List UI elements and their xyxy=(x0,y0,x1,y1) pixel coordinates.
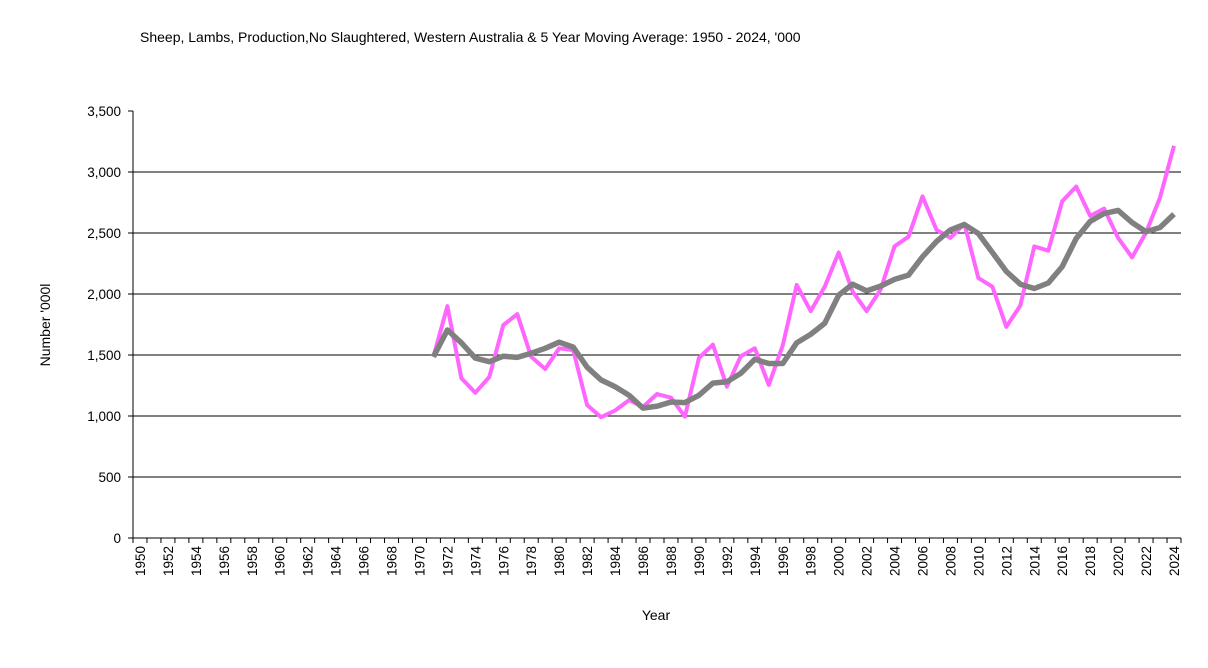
x-tick-label: 2018 xyxy=(1083,546,1098,576)
x-tick-label: 1992 xyxy=(720,546,735,576)
gridlines xyxy=(133,171,1181,478)
x-tick-label: 1994 xyxy=(748,546,763,577)
y-tick-labels: 0 500 1,000 1,500 2,000 2,500 3,000 3,500 xyxy=(87,104,121,546)
x-tick-label: 1996 xyxy=(776,546,791,576)
x-tick-label: 1958 xyxy=(245,546,260,576)
x-tick-label: 2020 xyxy=(1111,546,1126,576)
x-tick-label: 1976 xyxy=(496,546,511,576)
x-tick-label: 1962 xyxy=(301,546,316,576)
x-tick-label: 2004 xyxy=(888,546,903,577)
x-tick-label: 2016 xyxy=(1055,546,1070,576)
x-tick-label: 2000 xyxy=(832,546,847,576)
x-tick-label: 1956 xyxy=(217,546,232,576)
x-tick-label: 1998 xyxy=(804,546,819,576)
x-tick-label: 1960 xyxy=(273,546,288,576)
y-tick-label: 3,000 xyxy=(87,165,121,180)
series-line-moving-average xyxy=(430,207,1176,411)
x-tick-label: 1984 xyxy=(608,546,623,577)
x-tick-label: 1950 xyxy=(133,546,148,576)
x-tick-label: 1964 xyxy=(329,546,344,577)
x-tick-label: 2024 xyxy=(1167,546,1182,577)
x-tick-label: 2002 xyxy=(860,546,875,576)
y-tick-label: 2,500 xyxy=(87,226,121,241)
x-tick-label: 1954 xyxy=(189,546,204,577)
chart-title: Sheep, Lambs, Production,No Slaughtered,… xyxy=(140,29,801,45)
x-tick-label: 1980 xyxy=(552,546,567,576)
x-axis-title: Year xyxy=(642,607,671,623)
x-tick-label: 2008 xyxy=(943,546,958,576)
x-tick-label: 2012 xyxy=(999,546,1014,576)
x-tick-label: 1970 xyxy=(412,546,427,576)
x-tick-label: 1986 xyxy=(636,546,651,576)
x-tick-label: 2010 xyxy=(971,546,986,576)
x-tick-labels: 1950 1952 1954 1956 1958 1960 1962 1964 1966 1968… xyxy=(133,546,1182,577)
x-tick-label: 1988 xyxy=(664,546,679,576)
x-tick-label: 1968 xyxy=(385,546,400,576)
x-tick-label: 1972 xyxy=(440,546,455,576)
y-tick-label: 500 xyxy=(98,470,121,485)
y-axis-title: Number '000l xyxy=(37,284,53,367)
series-line-slaughtered xyxy=(431,145,1176,420)
x-tick-label: 2022 xyxy=(1139,546,1154,576)
y-tick-label: 3,500 xyxy=(87,104,121,119)
y-tick-label: 1,000 xyxy=(87,409,121,424)
x-tick-label: 2006 xyxy=(915,546,930,576)
x-tick-label: 1974 xyxy=(468,546,483,577)
x-tick-label: 1990 xyxy=(692,546,707,576)
x-tick-label: 2014 xyxy=(1027,546,1042,577)
x-tick-label: 1978 xyxy=(524,546,539,576)
x-tick-label: 1952 xyxy=(161,546,176,576)
y-tick-label: 1,500 xyxy=(87,348,121,363)
y-tick-label: 0 xyxy=(113,531,121,546)
axes xyxy=(128,110,1182,543)
y-tick-label: 2,000 xyxy=(87,287,121,302)
series-lines xyxy=(430,145,1176,420)
x-tick-label: 1982 xyxy=(580,546,595,576)
x-tick-label: 1966 xyxy=(357,546,372,576)
